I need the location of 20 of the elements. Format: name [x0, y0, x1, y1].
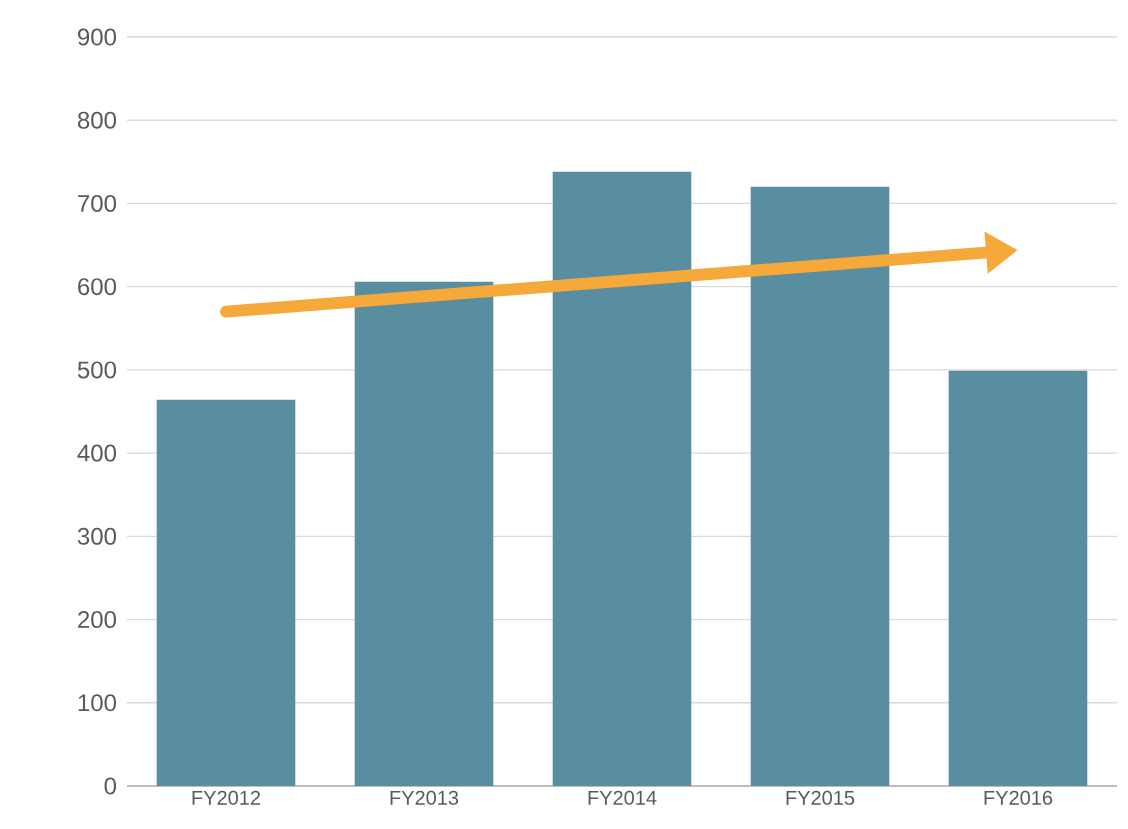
bar	[156, 399, 296, 786]
y-tick-label: 700	[78, 194, 117, 212]
bar	[552, 171, 692, 786]
bar	[354, 281, 494, 786]
y-tick-label: 0	[104, 777, 117, 795]
x-tick-label: FY2012	[192, 790, 261, 805]
x-tick-label: FY2013	[390, 790, 459, 805]
x-tick-label: FY2014	[588, 790, 657, 805]
y-tick-label: 600	[78, 278, 117, 296]
y-tick-label: 500	[77, 361, 117, 379]
y-tick-label: 200	[78, 611, 117, 629]
y-tick-label: 100	[78, 694, 117, 712]
x-tick-label: FY2015	[786, 790, 855, 805]
y-tick-label: 800	[77, 111, 117, 129]
y-tick-label: 300	[77, 527, 117, 545]
bar	[948, 370, 1088, 786]
bar	[750, 186, 890, 786]
y-tick-label: 400	[77, 444, 117, 462]
y-tick-label: 900	[78, 28, 117, 46]
x-tick-label: FY2016	[984, 790, 1053, 805]
